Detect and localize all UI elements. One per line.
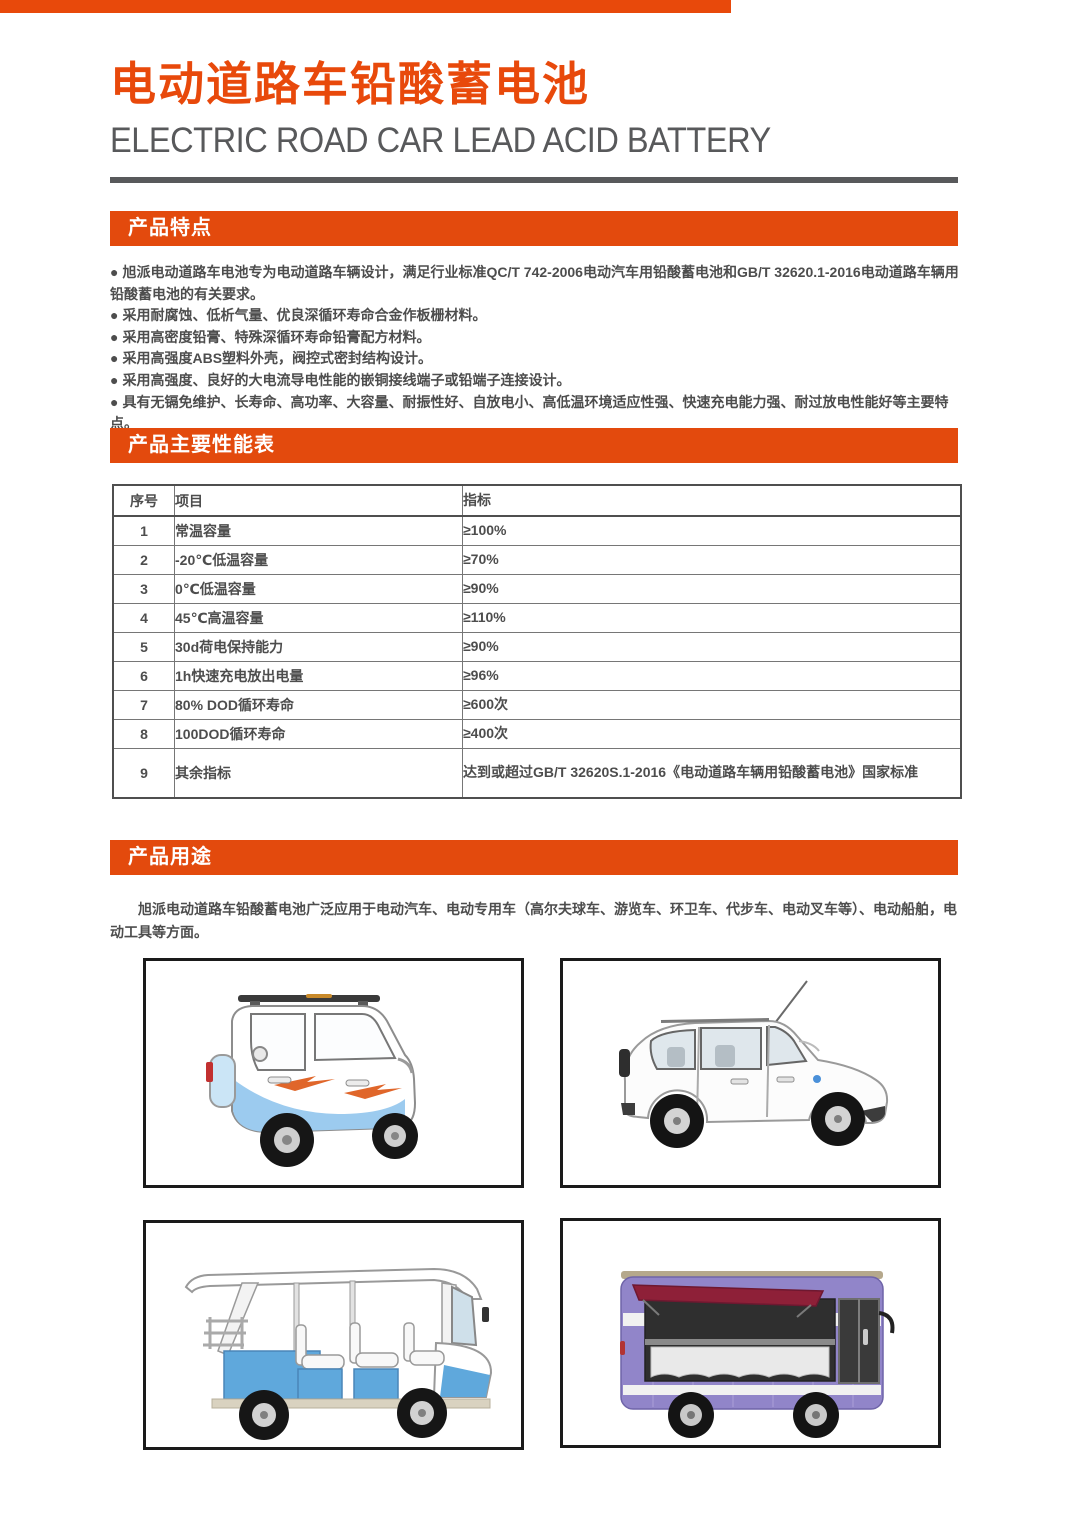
feature-bullet: ● 采用高强度ABS塑料外壳，阀控式密封结构设计。: [110, 348, 962, 370]
table-cell-item: 常温容量: [174, 515, 463, 546]
section-header-applications: 产品用途: [110, 840, 958, 875]
table-header-cell: 指标: [462, 484, 962, 517]
table-row: 1 常温容量 ≥100%: [112, 515, 962, 546]
table-row: 4 45℃高温容量 ≥110%: [112, 602, 962, 633]
vehicle-photo-shuttle-bus: [143, 1220, 524, 1450]
feature-bullet: ● 采用耐腐蚀、低析气量、优良深循环寿命合金作板栅材料。: [110, 305, 962, 327]
bullet-text: 采用高强度ABS塑料外壳，阀控式密封结构设计。: [122, 350, 433, 367]
table-cell-spec: ≥90%: [462, 631, 962, 662]
table-cell-item: 30d荷电保持能力: [174, 631, 463, 662]
bullet-icon: ●: [110, 264, 119, 280]
table-row: 8 100DOD循环寿命 ≥400次: [112, 718, 962, 749]
table-cell-no: 5: [112, 631, 175, 662]
feature-bullet: ● 采用高强度、良好的大电流导电性能的嵌铜接线端子或铅端子连接设计。: [110, 370, 962, 392]
title-divider: [110, 177, 958, 183]
table-row: 7 80% DOD循环寿命 ≥600次: [112, 689, 962, 720]
section-header-performance: 产品主要性能表: [110, 428, 958, 463]
bullet-icon: ●: [110, 328, 119, 345]
table-cell-no: 8: [112, 718, 175, 749]
bullet-icon: ●: [110, 350, 119, 367]
electric-food-cart-photo: [620, 1271, 895, 1438]
feature-bullet: ● 具有无镉免维护、长寿命、高功率、大容量、耐振性好、自放电小、高低温环境适应性强…: [110, 392, 962, 435]
bullet-text: 旭派电动道路车电池专为电动道路车辆设计，满足行业标准QC/T 742-2006电…: [110, 264, 959, 302]
table-cell-spec: ≥70%: [462, 544, 962, 575]
table-row: 3 0℃低温容量 ≥90%: [112, 573, 962, 604]
table-cell-spec: ≥100%: [462, 515, 962, 546]
bullet-icon: ●: [110, 371, 119, 388]
table-cell-no: 3: [112, 573, 175, 604]
table-cell-item: 其余指标: [174, 747, 463, 799]
table-cell-no: 6: [112, 660, 175, 691]
section-header-features: 产品特点: [110, 211, 958, 246]
bullet-text: 具有无镉免维护、长寿命、高功率、大容量、耐振性好、自放电小、高低温环境适应性强、…: [110, 393, 949, 432]
table-cell-spec: ≥600次: [462, 689, 962, 720]
table-cell-spec: ≥96%: [462, 660, 962, 691]
table-cell-spec: ≥400次: [462, 718, 962, 749]
feature-bullet: ● 采用高密度铅膏、特殊深循环寿命铅膏配方材料。: [110, 327, 962, 349]
table-row: 5 30d荷电保持能力 ≥90%: [112, 631, 962, 662]
top-accent-bar: [0, 0, 731, 13]
performance-table: 序号 项目 指标 1 常温容量 ≥100% 2 -20℃低温容量 ≥70% 3 …: [112, 484, 962, 799]
table-cell-item: 100DOD循环寿命: [174, 718, 463, 749]
bullet-text: 采用高密度铅膏、特殊深循环寿命铅膏配方材料。: [122, 328, 431, 345]
table-row: 2 -20℃低温容量 ≥70%: [112, 544, 962, 575]
electric-compact-car-photo: [619, 980, 889, 1148]
page-title-chinese: 电动道路车铅酸蓄电池: [110, 58, 590, 110]
table-cell-no: 1: [112, 515, 175, 546]
table-header-cell: 项目: [174, 484, 463, 517]
table-cell-no: 4: [112, 602, 175, 633]
bullet-text: 采用高强度、良好的大电流导电性能的嵌铜接线端子或铅端子连接设计。: [122, 371, 571, 388]
bullet-icon: ●: [110, 307, 119, 324]
table-cell-item: -20℃低温容量: [174, 544, 463, 575]
vehicle-photo-car: [560, 958, 941, 1188]
table-row: 6 1h快速充电放出电量 ≥96%: [112, 660, 962, 691]
feature-bullet: ● 旭派电动道路车电池专为电动道路车辆设计，满足行业标准QC/T 742-2006…: [110, 262, 962, 305]
vehicle-photo-food-cart: [560, 1218, 941, 1448]
table-header-cell: 序号: [112, 484, 175, 517]
page-title-english: ELECTRIC ROAD CAR LEAD ACID BATTERY: [110, 121, 771, 160]
electric-sightseeing-bus-photo: [184, 1267, 493, 1440]
table-cell-item: 80% DOD循环寿命: [174, 689, 463, 720]
enclosed-electric-tricycle-photo: [206, 994, 418, 1167]
table-cell-item: 45℃高温容量: [174, 602, 463, 633]
table-cell-no: 2: [112, 544, 175, 575]
bullet-text: 采用耐腐蚀、低析气量、优良深循环寿命合金作板栅材料。: [122, 307, 487, 324]
table-cell-item: 0℃低温容量: [174, 573, 463, 604]
feature-bullet-list: ● 旭派电动道路车电池专为电动道路车辆设计，满足行业标准QC/T 742-2006…: [110, 262, 962, 435]
bullet-icon: ●: [110, 393, 119, 410]
table-cell-spec: 达到或超过GB/T 32620S.1-2016《电动道路车辆用铅酸蓄电池》国家标…: [462, 747, 962, 799]
table-header-row: 序号 项目 指标: [112, 484, 962, 517]
table-row: 9 其余指标 达到或超过GB/T 32620S.1-2016《电动道路车辆用铅酸…: [112, 747, 962, 799]
table-cell-no: 7: [112, 689, 175, 720]
table-cell-spec: ≥90%: [462, 573, 962, 604]
applications-paragraph: 旭派电动道路车铅酸蓄电池广泛应用于电动汽车、电动专用车（高尔夫球车、游览车、环卫…: [110, 901, 957, 940]
table-cell-spec: ≥110%: [462, 602, 962, 633]
vehicle-photo-tricycle: [143, 958, 524, 1188]
table-cell-no: 9: [112, 747, 175, 799]
table-cell-item: 1h快速充电放出电量: [174, 660, 463, 691]
